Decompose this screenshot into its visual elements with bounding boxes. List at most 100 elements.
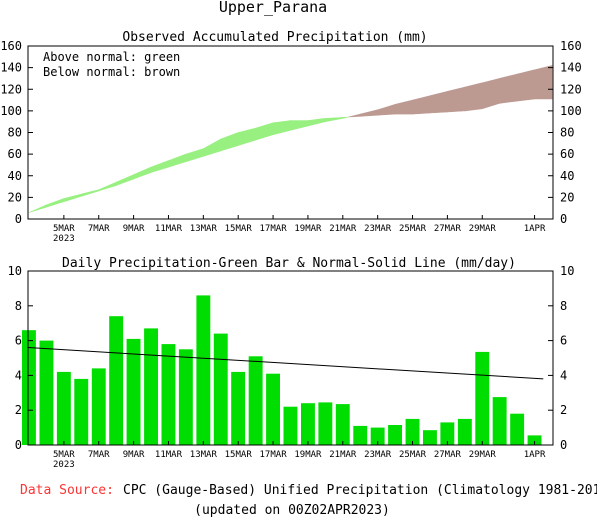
daily-bar-6MAR bbox=[74, 378, 89, 445]
daily-xlabel-1APR: 1APR bbox=[524, 450, 546, 460]
acc-ylabel-left-120: 120 bbox=[0, 82, 22, 96]
updated-text: (updated on 00Z02APR2023) bbox=[194, 503, 390, 518]
daily-precipitation-panel: Daily Precipitation-Green Bar & Normal-S… bbox=[8, 256, 575, 470]
chart-title: Upper_Parana bbox=[219, 0, 327, 16]
daily-bar-13MAR bbox=[196, 295, 211, 445]
daily-xlabel-29MAR: 29MAR bbox=[469, 450, 497, 460]
acc-xlabel-9MAR: 9MAR bbox=[123, 224, 145, 234]
acc-xlabel-15MAR: 15MAR bbox=[225, 224, 253, 234]
acc-ylabel-left-20: 20 bbox=[8, 190, 22, 204]
daily-bar-23MAR bbox=[370, 427, 385, 445]
accumulated-band-27 bbox=[499, 73, 518, 104]
accumulated-panel-title: Observed Accumulated Precipitation (mm) bbox=[122, 30, 427, 45]
daily-bar-4MAR bbox=[39, 340, 54, 445]
daily-bar-20MAR bbox=[318, 402, 333, 445]
daily-axes: 0 0 2 2 4 4 6 6 8 8 10 10 5MAR 7MAR 9MAR 11MAR 13MAR 15MA… bbox=[8, 264, 575, 470]
daily-ylabel-right-2: 2 bbox=[560, 403, 567, 417]
accumulated-band-10 bbox=[203, 138, 222, 157]
daily-bar-16MAR bbox=[248, 356, 263, 445]
daily-ylabel-right-8: 8 bbox=[560, 299, 567, 313]
daily-bar-30MAR bbox=[492, 397, 507, 445]
accumulated-band-8 bbox=[168, 153, 187, 168]
legend-above: Above normal: green bbox=[43, 50, 180, 64]
daily-bar-12MAR bbox=[178, 349, 193, 445]
acc-ylabel-left-60: 60 bbox=[8, 147, 22, 161]
daily-ylabel-right-4: 4 bbox=[560, 368, 567, 382]
daily-bar-7MAR bbox=[91, 368, 106, 445]
accumulated-band-18 bbox=[342, 116, 349, 119]
daily-xlabel-9MAR: 9MAR bbox=[123, 450, 145, 460]
acc-ylabel-left-40: 40 bbox=[8, 169, 22, 183]
acc-ylabel-right-60: 60 bbox=[560, 147, 574, 161]
daily-xlabel-25MAR: 25MAR bbox=[399, 450, 427, 460]
accumulated-band-20 bbox=[377, 103, 396, 116]
daily-bar-15MAR bbox=[231, 371, 246, 445]
daily-bar-18MAR bbox=[283, 406, 298, 445]
accumulated-band-0 bbox=[28, 204, 47, 213]
daily-bar-21MAR bbox=[335, 404, 350, 445]
acc-xlabel-27MAR: 27MAR bbox=[434, 224, 462, 234]
accumulated-band-17 bbox=[325, 117, 344, 123]
source-text: CPC (Gauge-Based) Unified Precipitation … bbox=[123, 483, 597, 498]
daily-xlabel-23MAR: 23MAR bbox=[364, 450, 392, 460]
acc-ylabel-right-0: 0 bbox=[560, 212, 567, 226]
daily-ylabel-right-10: 10 bbox=[560, 264, 574, 278]
acc-xlabel-29MAR: 29MAR bbox=[469, 224, 497, 234]
acc-ylabel-right-160: 160 bbox=[560, 39, 582, 53]
daily-year-label: 2023 bbox=[53, 460, 75, 470]
legend-below: Below normal: brown bbox=[43, 65, 180, 79]
acc-xlabel-19MAR: 19MAR bbox=[294, 224, 322, 234]
acc-ylabel-left-80: 80 bbox=[8, 126, 22, 140]
accumulated-band-26 bbox=[481, 78, 501, 110]
daily-xlabel-13MAR: 13MAR bbox=[190, 450, 218, 460]
acc-xlabel-17MAR: 17MAR bbox=[260, 224, 288, 234]
acc-xlabel-25MAR: 25MAR bbox=[399, 224, 427, 234]
daily-bar-3MAR bbox=[22, 330, 36, 445]
accumulated-band-22 bbox=[412, 95, 431, 115]
daily-xlabel-27MAR: 27MAR bbox=[434, 450, 462, 460]
acc-xlabel-5MAR: 5MAR bbox=[53, 224, 75, 234]
daily-xlabel-21MAR: 21MAR bbox=[329, 450, 357, 460]
acc-ylabel-right-20: 20 bbox=[560, 190, 574, 204]
daily-bar-11MAR bbox=[161, 344, 176, 445]
accumulated-band-1 bbox=[46, 198, 65, 208]
accumulated-band-5 bbox=[115, 174, 134, 186]
accumulated-band-11 bbox=[220, 132, 239, 152]
accumulated-precipitation-panel: Observed Accumulated Precipitation (mm) … bbox=[0, 30, 581, 244]
daily-bar-22MAR bbox=[353, 425, 368, 445]
daily-bars bbox=[22, 295, 542, 445]
daily-bar-26MAR bbox=[423, 430, 437, 445]
daily-ylabel-left-0: 0 bbox=[15, 438, 22, 452]
accumulated-band-16 bbox=[307, 118, 326, 127]
daily-normal-line-path bbox=[27, 347, 544, 380]
source-label: Data Source: bbox=[20, 483, 114, 498]
accumulated-area bbox=[28, 65, 553, 213]
daily-bar-1APR bbox=[527, 435, 542, 445]
acc-xlabel-23MAR: 23MAR bbox=[364, 224, 392, 234]
accumulated-band-23 bbox=[429, 91, 448, 114]
accumulated-band-3 bbox=[81, 189, 99, 197]
daily-bar-14MAR bbox=[213, 333, 228, 445]
daily-ylabel-left-6: 6 bbox=[15, 334, 22, 348]
acc-xlabel-7MAR: 7MAR bbox=[88, 224, 110, 234]
acc-ylabel-right-80: 80 bbox=[560, 126, 574, 140]
daily-xlabel-5MAR: 5MAR bbox=[53, 450, 75, 460]
daily-bar-29MAR bbox=[475, 351, 490, 445]
daily-bar-25MAR bbox=[405, 418, 420, 445]
accumulated-band-19 bbox=[359, 109, 379, 117]
acc-ylabel-right-100: 100 bbox=[560, 104, 582, 118]
daily-ylabel-right-6: 6 bbox=[560, 334, 567, 348]
accumulated-band-29 bbox=[534, 65, 553, 100]
acc-ylabel-left-100: 100 bbox=[0, 104, 22, 118]
daily-xlabel-19MAR: 19MAR bbox=[294, 450, 322, 460]
daily-bar-8MAR bbox=[109, 316, 124, 445]
accumulated-band-28 bbox=[516, 69, 535, 102]
daily-bar-5MAR bbox=[56, 371, 71, 445]
accumulated-band-18 bbox=[348, 113, 361, 118]
acc-xlabel-13MAR: 13MAR bbox=[190, 224, 218, 234]
daily-bar-27MAR bbox=[440, 422, 455, 445]
acc-xlabel-11MAR: 11MAR bbox=[155, 224, 183, 234]
accumulated-band-25 bbox=[464, 82, 483, 112]
daily-xlabel-11MAR: 11MAR bbox=[155, 450, 183, 460]
